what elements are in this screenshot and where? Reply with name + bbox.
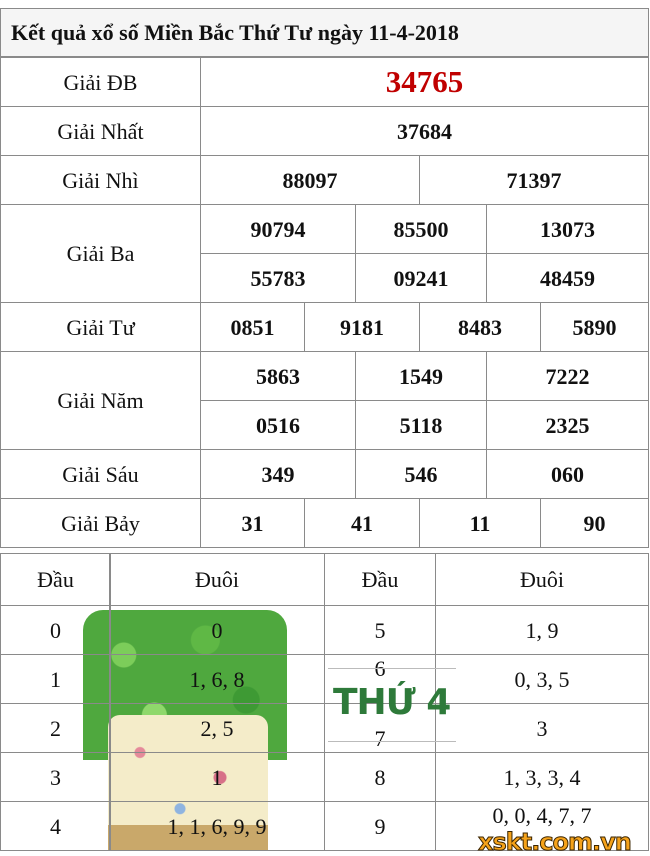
loto-head: 9 <box>324 801 436 851</box>
loto-header: Đầu <box>324 553 436 606</box>
prize-number: 5863 <box>200 351 356 401</box>
prize-number: 060 <box>486 449 649 499</box>
prize-label-bay: Giải Bảy <box>0 498 201 548</box>
prize-number: 1549 <box>355 351 487 401</box>
prize-number: 9181 <box>304 302 420 352</box>
loto-head: 5 <box>324 605 436 655</box>
prize-number: 31 <box>200 498 305 548</box>
prize-number: 13073 <box>486 204 649 254</box>
sofa-ivy-illustration <box>83 610 287 852</box>
prize-number: 349 <box>200 449 356 499</box>
loto-tails: 1, 1, 6, 9, 9 <box>109 801 325 851</box>
prize-number: 546 <box>355 449 487 499</box>
table-title: Kết quả xổ số Miền Bắc Thứ Tư ngày 11-4-… <box>0 8 649 57</box>
prize-label-tu: Giải Tư <box>0 302 201 352</box>
prize-number: 11 <box>419 498 541 548</box>
prize-number: 88097 <box>200 155 420 205</box>
prize-number: 41 <box>304 498 420 548</box>
prize-number: 5890 <box>540 302 649 352</box>
banner-line-bottom <box>328 741 456 742</box>
prize-number: 90 <box>540 498 649 548</box>
prize-number: 09241 <box>355 253 487 303</box>
loto-head: 3 <box>0 752 111 802</box>
floral-sofa <box>108 715 268 840</box>
loto-tails: 1, 6, 8 <box>109 654 325 704</box>
day-banner: THỨ 4 <box>333 682 451 723</box>
loto-header: Đầu <box>0 553 111 606</box>
watermark-logo: xskt.com.vn <box>478 828 633 856</box>
loto-tails: 1, 3, 3, 4 <box>435 752 649 802</box>
loto-tails: 3 <box>435 703 649 753</box>
prize-label-nam: Giải Năm <box>0 351 201 450</box>
prize-number: 48459 <box>486 253 649 303</box>
prize-number: 71397 <box>419 155 649 205</box>
prize-number: 5118 <box>355 400 487 450</box>
loto-head: 0 <box>0 605 111 655</box>
loto-tails: 2, 5 <box>109 703 325 753</box>
banner-line-top <box>328 668 456 669</box>
loto-head: 4 <box>0 801 111 851</box>
prize-label-sau: Giải Sáu <box>0 449 201 499</box>
prize-number: 0516 <box>200 400 356 450</box>
prize-label-db: Giải ĐB <box>0 57 201 107</box>
loto-tails: 0, 0, 4, 7, 7 <box>435 801 649 851</box>
prize-number: 0851 <box>200 302 305 352</box>
special-prize-number: 34765 <box>200 57 649 107</box>
loto-tails: 0 <box>109 605 325 655</box>
loto-head: 1 <box>0 654 111 704</box>
prize-number: 8483 <box>419 302 541 352</box>
floor <box>108 825 268 850</box>
prize-label-nhi: Giải Nhì <box>0 155 201 205</box>
loto-tails: 0, 3, 5 <box>435 654 649 704</box>
loto-head: 2 <box>0 703 111 753</box>
prize-number: 90794 <box>200 204 356 254</box>
prize-number: 2325 <box>486 400 649 450</box>
loto-header: Đuôi <box>109 553 325 606</box>
prize-number: 85500 <box>355 204 487 254</box>
loto-head: 8 <box>324 752 436 802</box>
prize-number: 37684 <box>200 106 649 156</box>
loto-header: Đuôi <box>435 553 649 606</box>
prize-number: 55783 <box>200 253 356 303</box>
loto-tails: 1, 9 <box>435 605 649 655</box>
prize-label-ba: Giải Ba <box>0 204 201 303</box>
loto-tails: 1 <box>109 752 325 802</box>
prize-number: 7222 <box>486 351 649 401</box>
prize-label-nhat: Giải Nhất <box>0 106 201 156</box>
